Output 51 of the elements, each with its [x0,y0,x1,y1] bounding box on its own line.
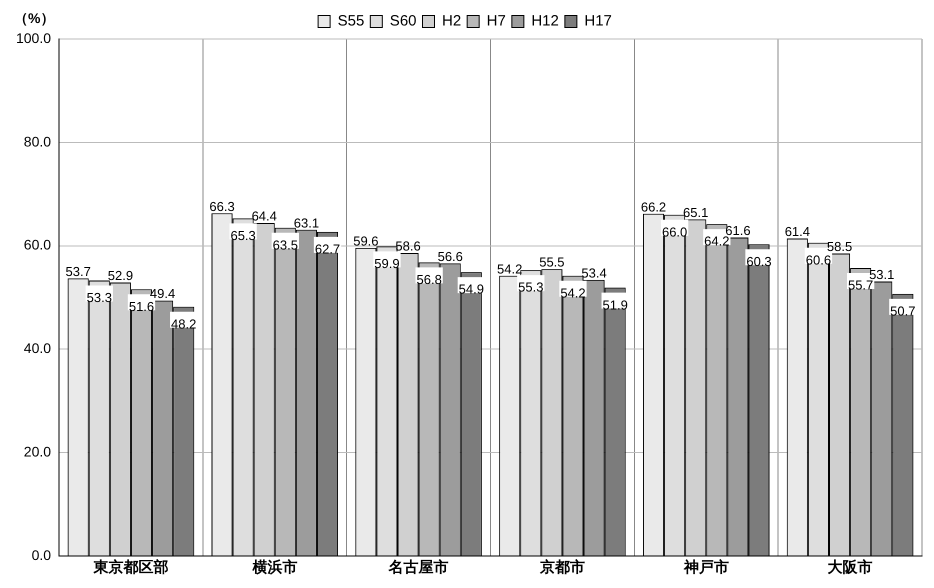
data-label: 64.4 [252,208,277,224]
data-label: 53.4 [581,266,607,280]
y-tick-label: 0.0 [32,546,52,563]
legend-label: H17 [584,12,612,30]
data-label: 62.7 [314,241,340,256]
data-label: 56.6 [438,248,463,264]
data-label: 48.2 [171,316,196,332]
x-tick-label: 京都市 [538,558,585,576]
data-label: 58.5 [826,239,852,254]
y-tick-label: 20.0 [24,443,52,460]
data-label: 63.5 [272,237,298,252]
data-label: 58.6 [395,238,421,254]
legend-label: S55 [338,12,364,30]
data-label: 51.9 [602,297,628,312]
data-label: 60.6 [806,252,832,268]
data-label: 66.0 [662,224,688,240]
data-label: 59.9 [374,256,400,271]
data-label: 50.7 [890,303,916,318]
data-label: 60.3 [746,254,772,269]
data-label: 66.2 [640,199,666,214]
x-tick-label: 神戸市 [682,558,729,576]
data-label: 49.4 [150,286,176,302]
y-tick-label: 60.0 [24,236,52,253]
data-label: 59.6 [353,233,379,248]
y-axis-title: （%） [14,10,54,28]
data-label: 54.2 [497,261,522,276]
y-tick-label: 40.0 [24,340,52,356]
legend-label: H7 [486,12,506,30]
y-tick-label: 80.0 [24,133,52,150]
x-tick-label: 名古屋市 [388,558,449,576]
data-label: 63.1 [294,215,320,230]
data-label: 54.9 [458,282,484,297]
data-label: 66.3 [209,198,235,214]
data-label: 55.3 [518,280,544,295]
data-label: 51.6 [128,298,154,314]
data-label: 55.5 [539,254,565,270]
legend-label: H2 [442,12,462,30]
y-tick-label: 100.0 [16,30,52,46]
legend-label: S60 [390,12,417,30]
x-tick-label: 大阪市 [828,558,873,576]
data-label: 52.9 [108,268,134,284]
data-label: 53.7 [66,264,91,279]
data-label: 56.8 [416,272,442,287]
x-tick-label: 横浜市 [251,558,298,576]
legend-label: H12 [531,12,559,30]
x-tick-label: 東京都区部 [92,558,168,576]
data-label: 65.3 [230,228,256,243]
data-label: 61.4 [784,224,810,240]
data-label: 53.3 [86,290,112,306]
data-label: 65.1 [683,205,708,220]
data-label: 54.2 [560,285,586,300]
